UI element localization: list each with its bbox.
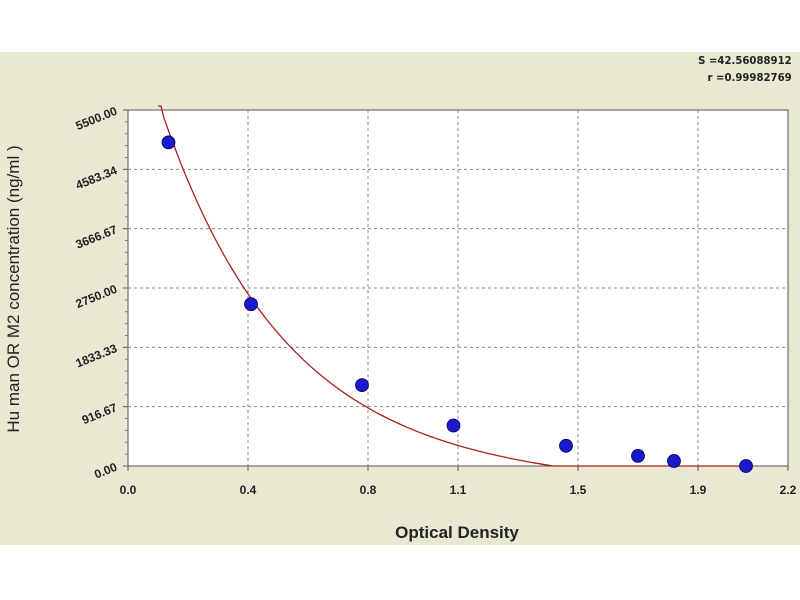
data-point [631,449,645,463]
x-tick-labels: 0.0 0.4 0.8 1.1 1.5 1.9 2.2 [120,483,797,497]
y-tick-label: 0.00 [92,460,119,482]
y-tick-label: 3666.67 [74,222,120,251]
y-tick-label: 5500.00 [74,104,120,133]
data-point [739,459,753,473]
data-point [667,454,681,468]
data-point [244,297,258,312]
grid-lines [128,110,788,466]
x-tick-label: 2.2 [780,483,797,497]
data-point [355,378,369,392]
x-tick-label: 0.4 [240,483,257,497]
fit-statistics: S =42.56088912 r =0.99982769 [698,52,792,86]
r-value: r =0.99982769 [707,71,792,84]
x-tick-label: 1.5 [570,483,587,497]
data-point [559,438,573,453]
data-point [161,135,176,150]
y-tick-label: 916.67 [80,400,120,427]
x-tick-label: 1.1 [450,483,467,497]
axis-ticks [123,109,789,471]
x-tick-label: 0.0 [120,483,137,497]
y-tick-label: 4583.34 [74,163,120,192]
y-tick-label: 1833.33 [74,341,120,370]
x-tick-label: 0.8 [360,483,377,497]
data-points-layer [161,135,753,473]
y-tick-labels: 0.00 916.67 1833.33 2750.00 3666.67 4583.34 55… [74,104,120,482]
y-tick-label: 2750.00 [74,282,120,311]
x-tick-label: 1.9 [690,483,707,497]
data-point [446,418,461,433]
s-value: S =42.56088912 [698,54,792,67]
x-axis-label: Optical Density [395,523,519,542]
